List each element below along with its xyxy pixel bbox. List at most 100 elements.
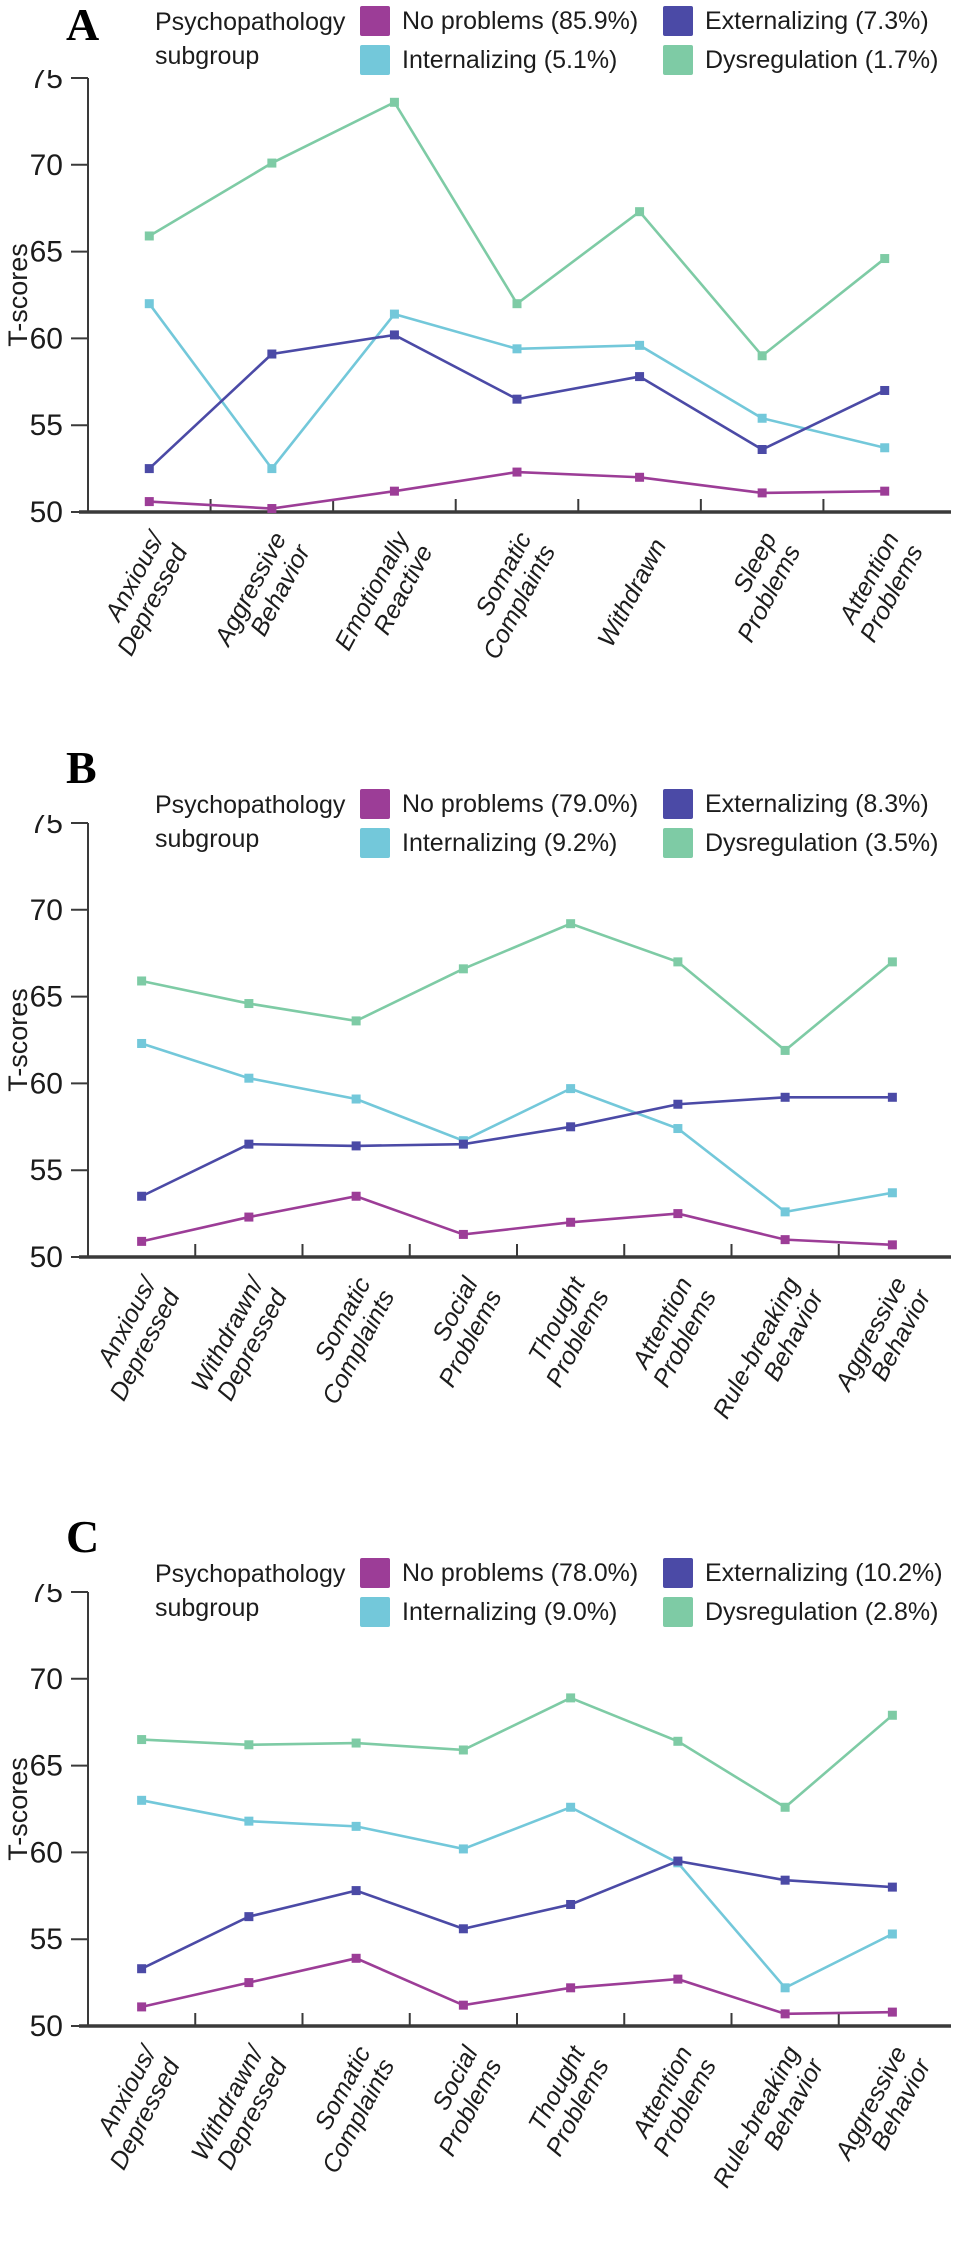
y-axis-title: T-scores: [3, 988, 33, 1092]
data-point-marker: [389, 97, 399, 107]
x-category-label: SocialProblems: [409, 2040, 508, 2160]
legend-label: Internalizing (9.2%): [402, 828, 618, 857]
y-tick-label: 70: [30, 149, 63, 182]
data-point-marker: [244, 1212, 254, 1222]
y-tick-label: 50: [30, 496, 63, 529]
legend-label: Dysregulation (1.7%): [705, 45, 939, 74]
x-category-label: Rule-breakingBehavior: [708, 2040, 830, 2205]
y-tick-label: 60: [30, 322, 63, 355]
data-point-marker: [880, 254, 890, 264]
data-point-marker: [351, 1016, 361, 1026]
data-point-marker: [887, 1188, 897, 1198]
series-line: [141, 1042, 893, 1214]
data-point-marker: [458, 1139, 468, 1149]
data-point-marker: [757, 351, 767, 361]
axes: [71, 77, 951, 514]
data-point-marker: [389, 309, 399, 319]
data-point-marker: [351, 1141, 361, 1151]
series-line: [148, 100, 886, 358]
y-tick-label: 55: [30, 409, 63, 442]
series-no: [137, 1191, 897, 1250]
data-point-marker: [887, 1929, 897, 1939]
x-category-label: Anxious/Depressed: [80, 1270, 187, 1405]
legend-label: Externalizing (10.2%): [705, 1558, 943, 1587]
y-tick-label: 70: [30, 894, 63, 927]
legend-title-a: Psychopathology subgroup: [155, 8, 346, 70]
data-point-marker: [880, 385, 890, 395]
data-point-marker: [880, 486, 890, 496]
series-internalizing: [144, 299, 890, 474]
legend-item: Externalizing (8.3%): [663, 789, 938, 819]
data-point-marker: [757, 445, 767, 455]
series-dysregulation: [144, 97, 890, 361]
data-point-marker: [635, 472, 645, 482]
figure-panel-c: C Psychopathology subgroup No problems (…: [0, 1500, 968, 2252]
legend-swatch-icon: [663, 45, 693, 75]
legend-item: Externalizing (7.3%): [663, 6, 938, 36]
legend-swatch-icon: [663, 1558, 693, 1588]
data-point-marker: [512, 344, 522, 354]
legend-items-b: No problems (79.0%) Externalizing (8.3%) I…: [360, 789, 938, 858]
data-point-marker: [244, 999, 254, 1009]
data-point-marker: [144, 497, 154, 507]
data-point-marker: [351, 1953, 361, 1963]
legend-label: No problems (78.0%): [402, 1558, 639, 1587]
data-point-marker: [887, 1092, 897, 1102]
series-internalizing: [137, 1795, 897, 1993]
data-point-marker: [757, 413, 767, 423]
x-category-label: AggressiveBehavior: [829, 1271, 937, 1409]
series-line: [141, 1859, 893, 1970]
series-internalizing: [137, 1038, 897, 1217]
y-tick-label: 75: [30, 1584, 63, 1609]
data-point-marker: [673, 1099, 683, 1109]
legend-swatch-icon: [360, 789, 390, 819]
line-chart-panel-c: 50 55 60 65 70 75 T-scores Anxious/Depressed Wit…: [3, 1584, 951, 2205]
series-line: [141, 1799, 893, 1990]
legend-label: Externalizing (7.3%): [705, 6, 929, 35]
data-point-marker: [887, 957, 897, 967]
x-category-label: SomaticComplaints: [293, 2041, 401, 2178]
legend-b: Psychopathology subgroup No problems (79…: [155, 789, 938, 858]
x-category-label: Anxious/Depressed: [80, 2039, 187, 2174]
data-point-marker: [351, 1094, 361, 1104]
data-point-marker: [780, 2009, 790, 2019]
data-point-marker: [267, 349, 277, 359]
data-point-marker: [566, 919, 576, 929]
data-point-marker: [137, 2002, 147, 2012]
data-point-marker: [566, 1693, 576, 1703]
data-point-marker: [244, 1816, 254, 1826]
data-point-marker: [137, 1038, 147, 1048]
panel-label-b: B: [66, 742, 97, 793]
data-point-marker: [512, 467, 522, 477]
data-point-marker: [757, 488, 767, 498]
series-externalizing: [137, 1856, 897, 1974]
data-point-marker: [267, 158, 277, 168]
data-point-marker: [887, 1240, 897, 1250]
data-point-marker: [267, 504, 277, 514]
y-tick-label: 55: [30, 1154, 63, 1187]
data-point-marker: [144, 299, 154, 309]
legend-label: No problems (79.0%): [402, 789, 639, 818]
data-point-marker: [137, 1191, 147, 1201]
series-externalizing: [144, 330, 890, 474]
data-point-marker: [512, 394, 522, 404]
panel-label-c: C: [66, 1511, 100, 1562]
data-point-marker: [244, 1139, 254, 1149]
data-point-marker: [566, 1983, 576, 1993]
data-point-marker: [267, 464, 277, 474]
series-line: [149, 470, 885, 510]
data-point-marker: [780, 1045, 790, 1055]
line-chart-panel-a: 50 55 60 65 70 75 T-scores Anxious/Depressed Agg…: [3, 70, 951, 664]
data-point-marker: [880, 443, 890, 453]
legend-item: Dysregulation (2.8%): [663, 1597, 943, 1627]
data-point-marker: [780, 1983, 790, 1993]
data-point-marker: [137, 976, 147, 986]
data-point-marker: [458, 2000, 468, 2010]
panel-label-a: A: [66, 0, 100, 50]
legend-item: Internalizing (5.1%): [360, 45, 663, 75]
data-point-marker: [351, 1738, 361, 1748]
figure-panel-b: B Psychopathology subgroup No problems (…: [0, 725, 968, 1500]
line-chart-panel-b: 50 55 60 65 70 75 T-scores Anxious/Depressed Wit…: [3, 815, 951, 1423]
data-point-marker: [566, 1084, 576, 1094]
x-category-label: Withdrawn: [592, 534, 672, 651]
